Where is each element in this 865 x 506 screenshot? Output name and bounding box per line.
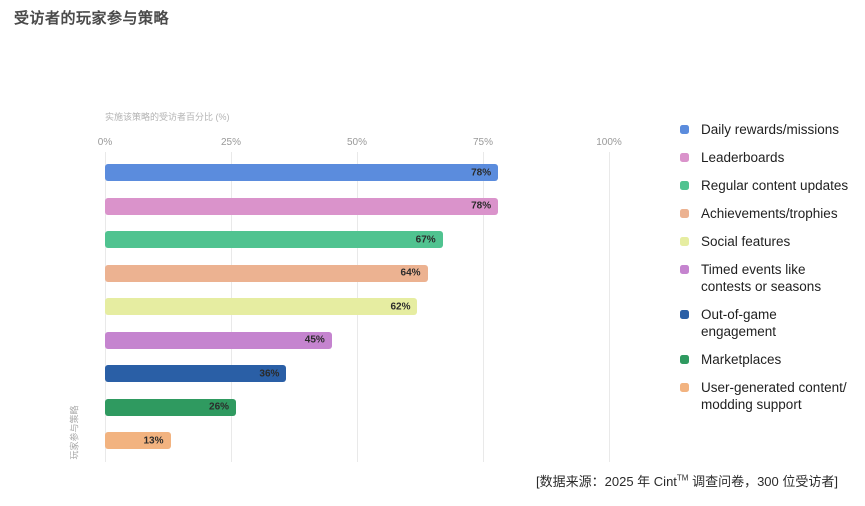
legend-item-label: Timed events like contests or seasons: [701, 262, 822, 294]
legend-swatch-icon: [680, 125, 689, 134]
bar-1[interactable]: 78%: [105, 197, 499, 215]
legend-item-4[interactable]: Social features: [680, 233, 860, 250]
y-axis-label-wrap: 玩家参与策略: [60, 402, 88, 462]
legend-swatch-icon: [680, 310, 689, 319]
gridline: [483, 152, 484, 462]
bar-value-label: 36%: [259, 368, 280, 379]
legend-swatch-icon: [680, 265, 689, 274]
bar-3[interactable]: 64%: [105, 264, 428, 282]
bar-4[interactable]: 62%: [105, 298, 418, 315]
legend-item-label: Social features: [701, 234, 791, 249]
legend-item-label: Marketplaces: [701, 352, 782, 367]
bar-value-label: 64%: [400, 267, 421, 279]
bar-row: 78%: [105, 197, 609, 215]
bar-row: 64%: [105, 264, 609, 282]
legend-item-label: User-generated content/modding support: [701, 380, 847, 412]
trademark-superscript: TM: [676, 473, 689, 483]
bar-row: 26%: [105, 398, 609, 416]
bar-value-label: 78%: [471, 200, 492, 212]
bar-value-label: 26%: [209, 401, 230, 413]
y-axis-label: 玩家参与策略: [69, 404, 80, 460]
data-source-footnote: [数据来源：2025 年 CintTM 调查问卷，300 位受访者]: [536, 471, 838, 490]
bar-row: 45%: [105, 331, 609, 349]
legend-item-1[interactable]: Leaderboards: [680, 149, 860, 166]
x-axis-tick-row: 0% 25% 50% 75% 100%: [98, 137, 622, 149]
bar-2[interactable]: 67%: [105, 231, 443, 248]
bar-0[interactable]: 78%: [105, 164, 499, 181]
bar-value-label: 62%: [390, 301, 411, 312]
legend-swatch-icon: [680, 237, 689, 246]
x-tick-label: 75%: [472, 137, 494, 148]
legend-item-5[interactable]: Timed events like contests or seasons: [680, 261, 860, 295]
legend-swatch-icon: [680, 153, 689, 162]
legend-swatch-icon: [680, 355, 689, 364]
bar-value-label: 13%: [143, 435, 164, 446]
legend-item-label: Achievements/trophies: [701, 206, 838, 221]
legend-swatch-icon: [680, 209, 689, 218]
bar-row: 67%: [105, 231, 609, 248]
chart-legend: Daily rewards/missions Leaderboards Regula…: [680, 121, 860, 413]
bar-row: 36%: [105, 365, 609, 382]
legend-item-label: Leaderboards: [701, 150, 785, 165]
gridline: [609, 152, 610, 462]
plot-area: 78% 78% 67% 64% 62% 45% 36% 26% 13%: [105, 152, 610, 462]
legend-item-label: Daily rewards/missions: [701, 122, 840, 137]
bar-value-label: 78%: [471, 167, 492, 178]
legend-item-2[interactable]: Regular content updates: [680, 177, 860, 194]
bar-row: 78%: [105, 164, 609, 181]
legend-item-8[interactable]: User-generated content/modding support: [680, 379, 860, 413]
bar-5[interactable]: 45%: [105, 331, 332, 349]
legend-item-label: Out-of-game engagement: [701, 307, 777, 339]
footnote-prefix: [数据来源：2025 年 Cint: [536, 474, 677, 489]
legend-item-7[interactable]: Marketplaces: [680, 351, 860, 368]
x-tick-label: 100%: [596, 137, 622, 148]
legend-swatch-icon: [680, 181, 689, 190]
page-title: 受访者的玩家参与策略: [14, 10, 170, 27]
x-tick-label: 25%: [220, 137, 242, 148]
bar-6[interactable]: 36%: [105, 365, 287, 382]
legend-swatch-icon: [680, 383, 689, 392]
bar-value-label: 45%: [304, 334, 325, 346]
bar-row: 13%: [105, 432, 609, 449]
bar-row: 62%: [105, 298, 609, 315]
x-axis-title: 实施该策略的受访者百分比 (%): [105, 112, 230, 122]
legend-item-0[interactable]: Daily rewards/missions: [680, 121, 860, 138]
x-tick-label: 50%: [346, 137, 368, 148]
x-tick-label: 0%: [97, 137, 113, 148]
footnote-suffix: 调查问卷，300 位受访者]: [688, 474, 838, 489]
bar-value-label: 67%: [415, 234, 436, 245]
legend-item-label: Regular content updates: [701, 178, 849, 193]
bar-7[interactable]: 26%: [105, 398, 237, 416]
legend-item-6[interactable]: Out-of-game engagement: [680, 306, 860, 340]
bar-8[interactable]: 13%: [105, 432, 171, 449]
legend-item-3[interactable]: Achievements/trophies: [680, 205, 860, 222]
